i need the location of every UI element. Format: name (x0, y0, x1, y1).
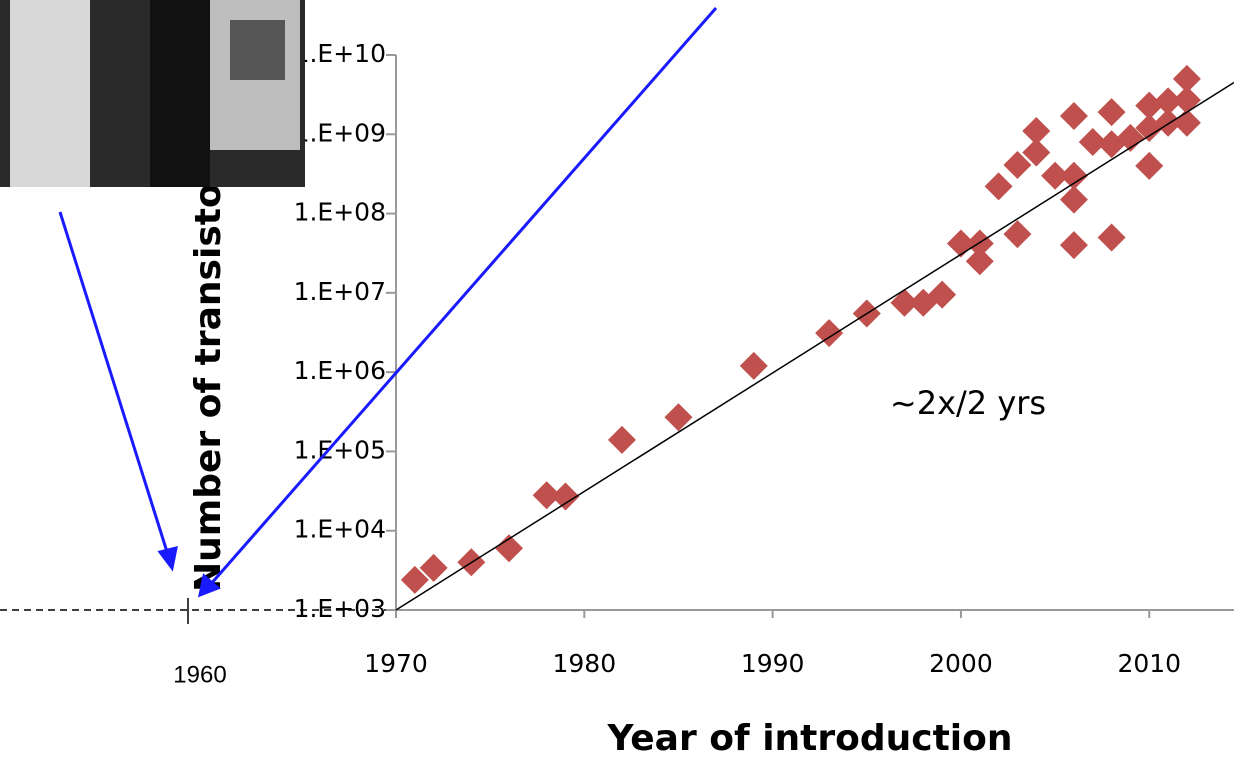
data-point (608, 426, 636, 454)
page: Year of introduction Number of transisto… (0, 0, 1234, 761)
data-point (1060, 231, 1088, 259)
trend-annotation: ~2x/2 yrs (890, 384, 1046, 422)
data-point (664, 403, 692, 431)
arrow-head (160, 548, 176, 568)
data-point (1060, 102, 1088, 130)
data-point (1173, 86, 1201, 114)
data-point (966, 229, 994, 257)
y-axis-label: Number of transistors (188, 144, 229, 592)
y-tick-label: 1.E+06 (294, 356, 386, 385)
photo-figure (10, 0, 90, 187)
data-point (740, 352, 768, 380)
y-tick-label: 1.E+04 (294, 515, 386, 544)
y-tick-label: 1.E+09 (294, 118, 386, 147)
arrow (60, 212, 168, 555)
x-tick-label: 1990 (741, 649, 805, 678)
plot-area: 1.E+03 1.E+04 1.E+05 1.E+06 1.E+07 1.E+08 1.E+… (294, 39, 1234, 678)
chart: Year of introduction Number of transisto… (0, 0, 1234, 761)
y-tick-label: 1.E+07 (294, 277, 386, 306)
x-tick-label: 1980 (553, 649, 617, 678)
extension-label: 1960 (173, 661, 226, 688)
x-axis-label: Year of introduction (607, 718, 1013, 759)
trend-line (396, 82, 1234, 610)
x-tick-label: 2010 (1117, 649, 1181, 678)
x-tick-label: 2000 (929, 649, 993, 678)
y-tick-label: 1.E+03 (294, 594, 386, 623)
y-tick-label: 1.E+05 (294, 435, 386, 464)
data-point (1098, 223, 1126, 251)
photo-person (150, 0, 210, 187)
y-tick-label: 1.E+10 (294, 39, 386, 68)
y-tick-label: 1.E+08 (294, 198, 386, 227)
x-tick-label: 1970 (364, 649, 428, 678)
photo-panel (230, 20, 285, 80)
data-point (1060, 162, 1088, 190)
data-point (985, 172, 1013, 200)
data-point (1022, 117, 1050, 145)
data-point (1098, 98, 1126, 126)
photo (0, 0, 305, 187)
data-point (1135, 152, 1163, 180)
